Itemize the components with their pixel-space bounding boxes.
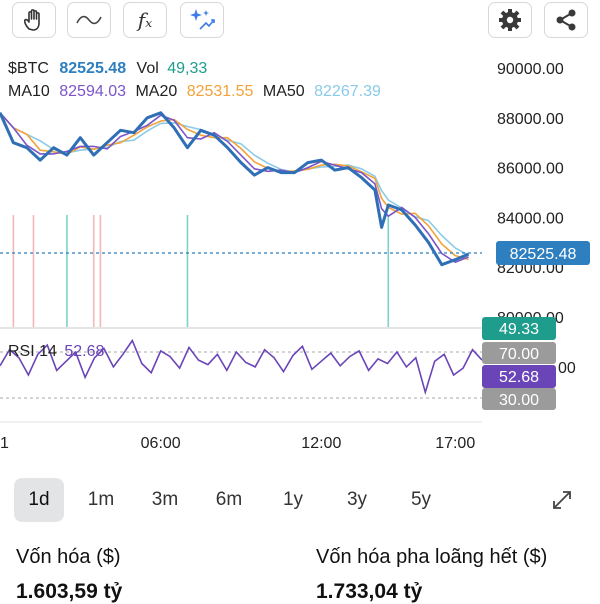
gear-icon — [499, 9, 521, 31]
settings-button[interactable] — [488, 2, 532, 38]
y-tick-label: 84000.00 — [497, 210, 564, 227]
rsi-30-badge: 30.00 — [499, 392, 539, 409]
range-3y[interactable]: 3y — [346, 489, 368, 510]
share-button[interactable] — [544, 2, 588, 38]
volume-bar — [66, 215, 68, 327]
x-axis: 1 06:00 12:00 17:00 — [0, 435, 475, 452]
rsi-line — [0, 338, 483, 396]
svg-text:RSI 14 52.68: RSI 14 52.68 — [8, 343, 105, 360]
volume-bars — [12, 215, 390, 327]
volume-bar — [99, 215, 102, 327]
y-tick-label: 88000.00 — [497, 111, 564, 128]
hand-icon — [23, 9, 40, 31]
range-1m[interactable]: 1m — [87, 489, 115, 510]
ma20-line — [0, 112, 469, 261]
y-axis: 90000.0088000.0086000.0084000.0082000.00… — [497, 61, 564, 327]
rsi-value: 52.68 — [64, 343, 104, 360]
volume-bar — [32, 215, 35, 327]
legend-ma20-label: MA20 — [135, 83, 177, 100]
fdv-label: Vốn hóa pha loãng hết ($) — [316, 546, 548, 568]
share-icon — [556, 9, 576, 31]
range-1d[interactable]: 1d — [14, 478, 64, 522]
legend-vol-value: 49,33 — [167, 60, 207, 77]
volume-badge: 49.33 — [499, 321, 539, 338]
fdv-value: 1.733,04 tỷ — [316, 580, 423, 603]
x-tick-label: 17:00 — [435, 435, 475, 452]
legend-symbol: $BTC — [8, 60, 49, 77]
range-1y[interactable]: 1y — [282, 489, 304, 510]
range-selector: 1d 1m 3m 6m 1y 3y 5y — [12, 478, 588, 522]
range-3m[interactable]: 3m — [151, 489, 179, 510]
ai-analysis-button[interactable] — [180, 2, 224, 38]
x-tick-label: 1 — [0, 435, 9, 452]
legend-ma50-value: 82267.39 — [314, 83, 381, 100]
rsi-value-badge: 52.68 — [499, 369, 539, 386]
legend-ma10-label: MA10 — [8, 83, 50, 100]
legend-ma50-label: MA50 — [263, 83, 305, 100]
rsi-label: RSI 14 — [8, 343, 57, 360]
ai-sparkle-icon — [190, 9, 215, 30]
market-cap-value: 1.603,59 tỷ — [16, 580, 123, 603]
ma10-line — [0, 112, 469, 263]
range-6m[interactable]: 6m — [215, 489, 243, 510]
line-tool-icon — [76, 15, 102, 25]
function-icon: fₓ — [137, 8, 153, 32]
expand-icon — [553, 491, 571, 509]
price-chart[interactable]: $BTC 82525.48 Vol 49,33 MA10 82594.03 MA… — [0, 40, 600, 460]
rsi-70-badge-bg — [482, 342, 556, 364]
y-tick-label: 90000.00 — [497, 61, 564, 78]
rsi-70-badge: 70.00 — [499, 346, 539, 363]
price-line — [0, 111, 470, 267]
svg-text:MA10 82594.03 MA20: MA10 82594.03 MA20 82531.55 MA50 82267.3… — [8, 83, 381, 100]
y-tick-label: 86000.00 — [497, 161, 564, 178]
legend-price: 82525.48 — [59, 60, 126, 77]
line-tool-button[interactable] — [67, 2, 111, 38]
rsi-30-badge-bg — [482, 388, 556, 410]
price-lines — [0, 111, 470, 267]
volume-bar — [186, 215, 189, 327]
rsi-line-path — [0, 338, 483, 396]
market-cap-label: Vốn hóa ($) — [16, 546, 121, 568]
rsi-axis-partial: 00 — [558, 360, 576, 377]
legend-ma10-value: 82594.03 — [59, 83, 126, 100]
price-badge: 82525.48 — [510, 246, 577, 263]
svg-text:$BTC 82525.48 Vol: $BTC 82525.48 Vol 49,33 — [8, 60, 207, 77]
rsi-value-badge-bg — [482, 365, 556, 388]
volume-bar — [12, 215, 15, 327]
legend-vol-label: Vol — [137, 60, 159, 77]
hand-tool-button[interactable] — [12, 2, 56, 38]
volume-bar — [92, 215, 95, 327]
range-5y[interactable]: 5y — [410, 489, 432, 510]
price-badge-bg — [496, 241, 590, 265]
x-tick-label: 12:00 — [301, 435, 341, 452]
legend-ma20-value: 82531.55 — [187, 83, 254, 100]
indicator-function-button[interactable]: fₓ — [123, 2, 167, 38]
volume-bar — [387, 215, 390, 327]
x-tick-label: 06:00 — [141, 435, 181, 452]
fullscreen-button[interactable] — [540, 478, 584, 522]
volume-badge-bg — [482, 317, 556, 340]
ma50-line — [0, 112, 469, 256]
